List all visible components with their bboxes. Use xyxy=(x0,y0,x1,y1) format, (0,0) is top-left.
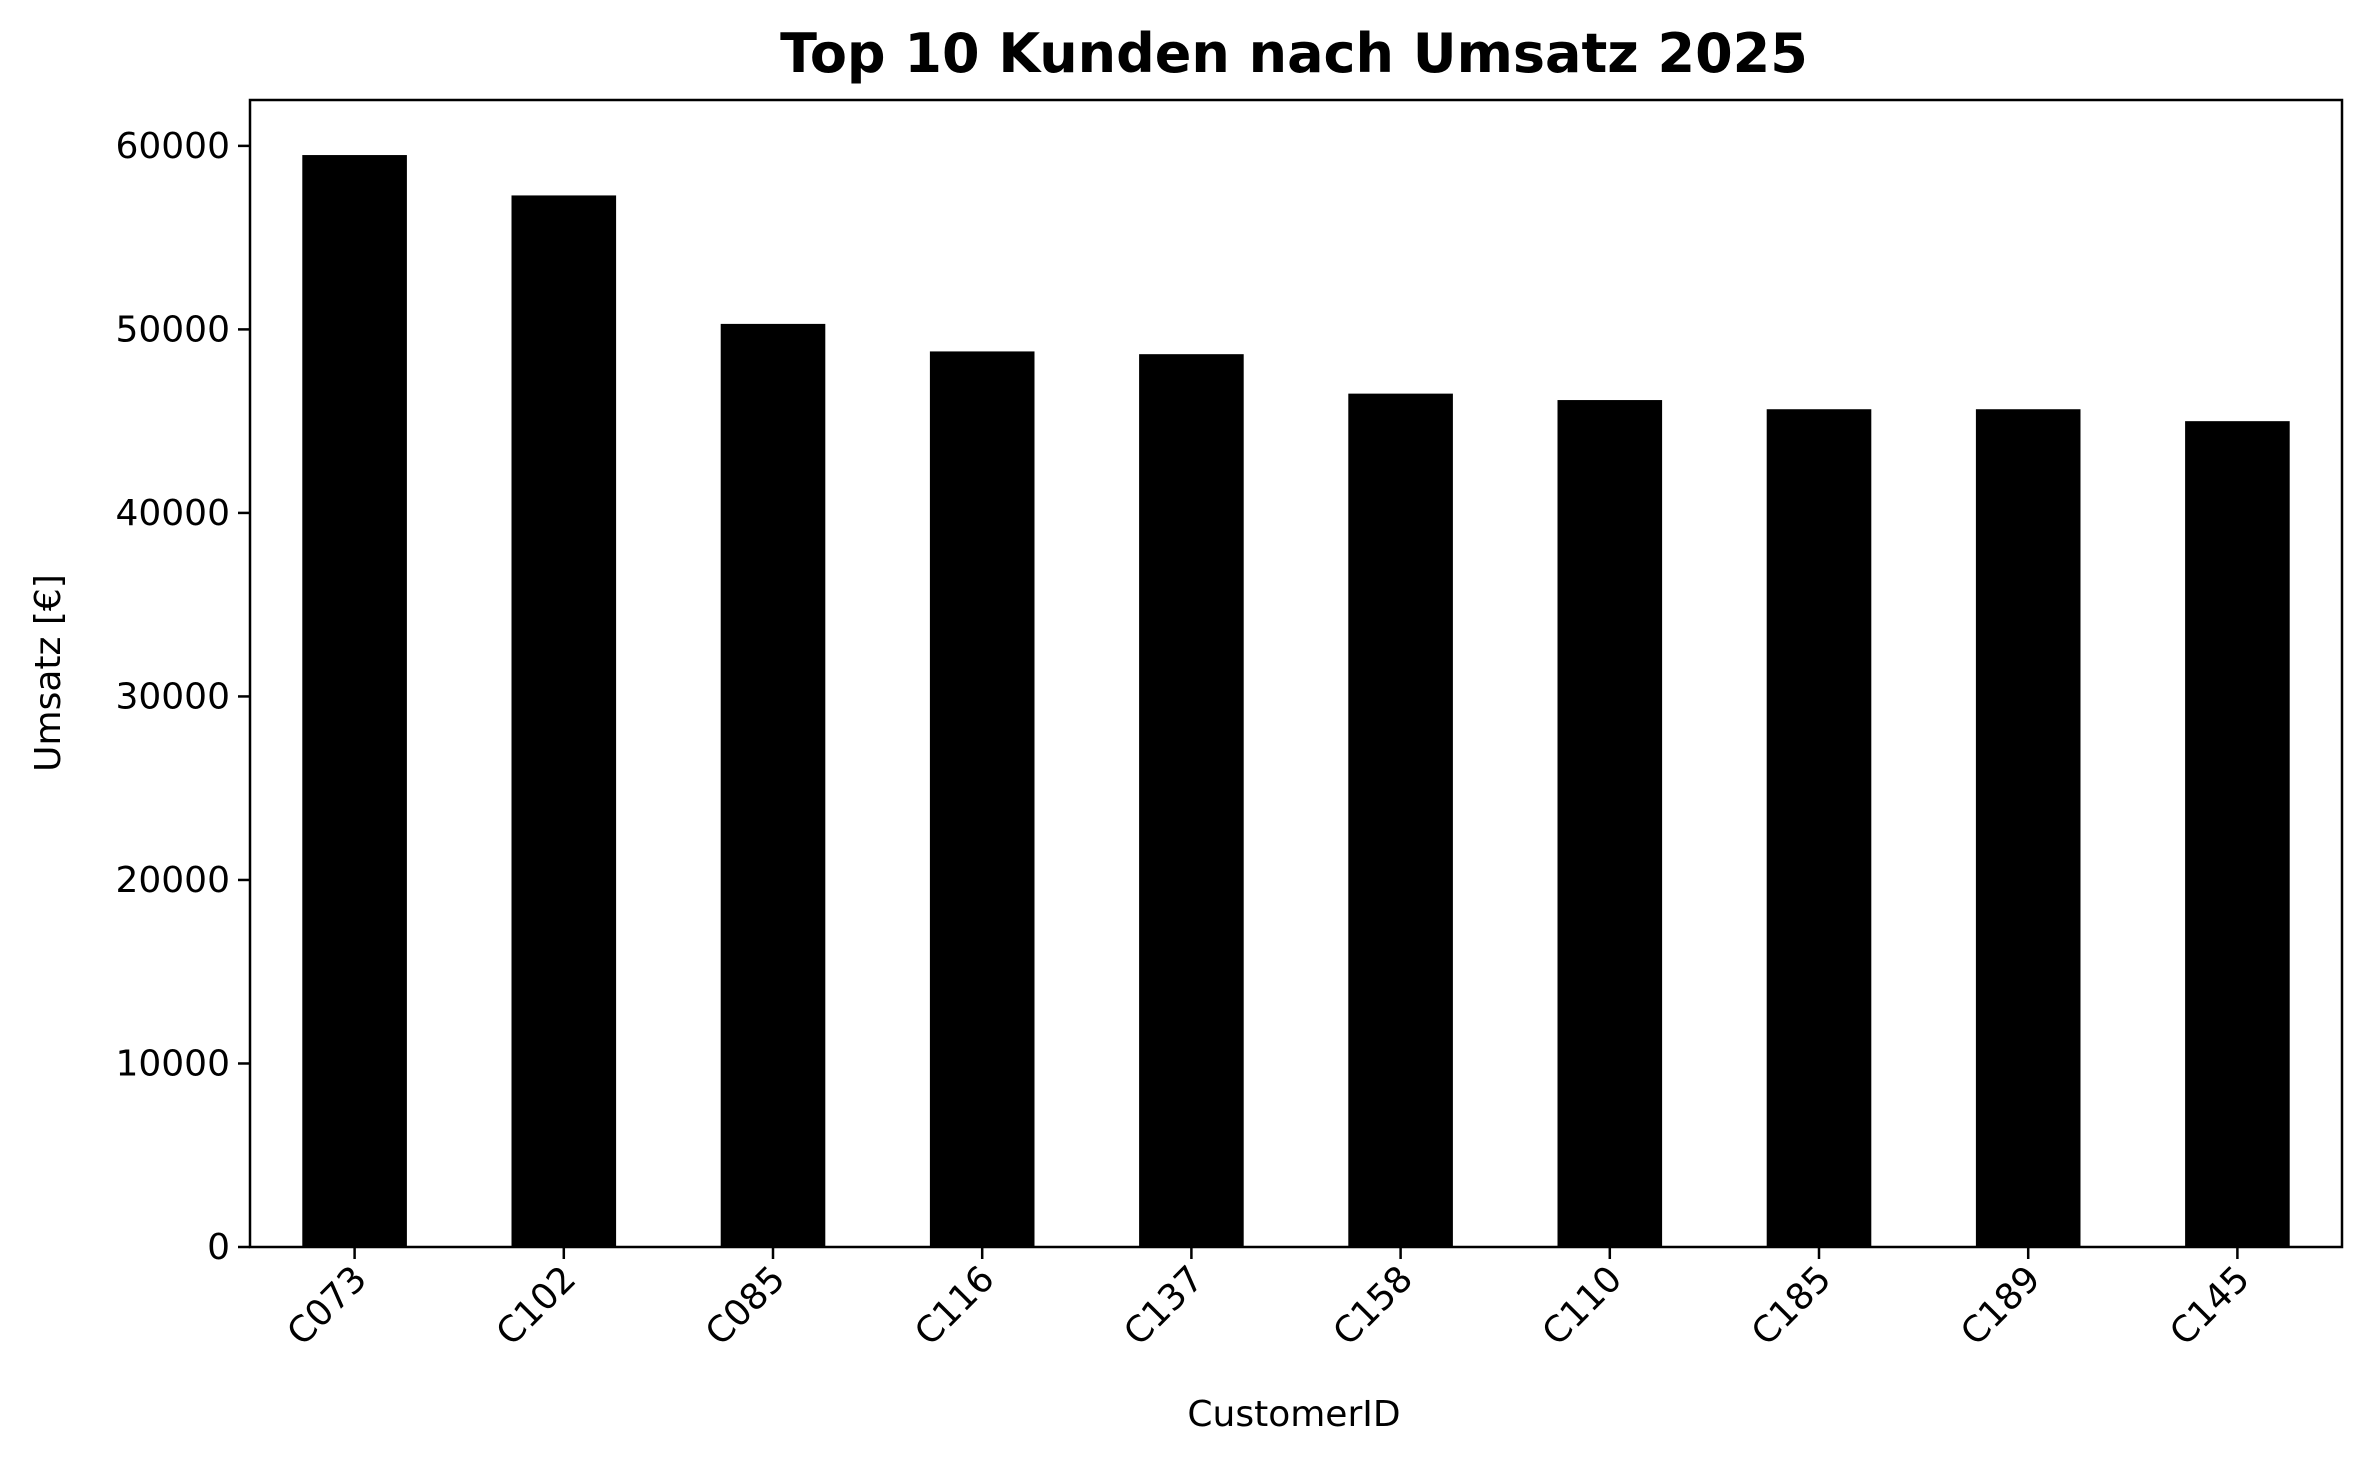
x-tick-label: C158 xyxy=(1326,1258,1421,1353)
y-axis-ticks: 0 10000 20000 30000 40000 50000 60000 xyxy=(115,126,250,1268)
x-tick-label: C110 xyxy=(1535,1258,1630,1353)
x-tick-label: C073 xyxy=(280,1258,375,1353)
bar-c085 xyxy=(720,323,826,1247)
bar-c110 xyxy=(1557,400,1663,1248)
bar-c158 xyxy=(1348,393,1453,1248)
x-tick-label: C189 xyxy=(1953,1258,2048,1353)
bar-c073 xyxy=(302,155,407,1247)
x-axis-ticks: C073 C102 C085 C116 C137 C158 C110 C185 C189 C145 xyxy=(280,1247,2258,1354)
bar-c137 xyxy=(1139,354,1244,1248)
plot-frame xyxy=(248,98,2344,1249)
x-tick-label: C116 xyxy=(907,1258,1002,1353)
y-tick-label: 20000 xyxy=(115,860,230,901)
bar-c185 xyxy=(1766,409,1872,1247)
bar-c116 xyxy=(929,351,1035,1248)
x-tick-label: C102 xyxy=(489,1258,584,1353)
x-tick-label: C085 xyxy=(698,1258,793,1353)
chart-title: Top 10 Kunden nach Umsatz 2025 xyxy=(780,22,1808,85)
bar-c145 xyxy=(2185,421,2290,1247)
x-tick-label: C137 xyxy=(1116,1258,1211,1353)
y-tick-label: 60000 xyxy=(115,126,230,167)
bar-c189 xyxy=(1975,409,2081,1247)
y-tick-label: 10000 xyxy=(115,1043,230,1084)
x-tick-label: C145 xyxy=(2162,1258,2257,1353)
y-tick-label: 30000 xyxy=(115,676,230,717)
x-axis-label: CustomerID xyxy=(1187,1394,1400,1435)
y-tick-label: 0 xyxy=(207,1227,230,1268)
x-tick-label: C185 xyxy=(1744,1258,1839,1353)
y-tick-label: 40000 xyxy=(115,493,230,534)
y-axis-label: Umsatz [€] xyxy=(28,574,69,772)
y-tick-label: 50000 xyxy=(115,309,230,350)
bar-c102 xyxy=(511,195,617,1247)
bars-group xyxy=(302,155,2290,1248)
